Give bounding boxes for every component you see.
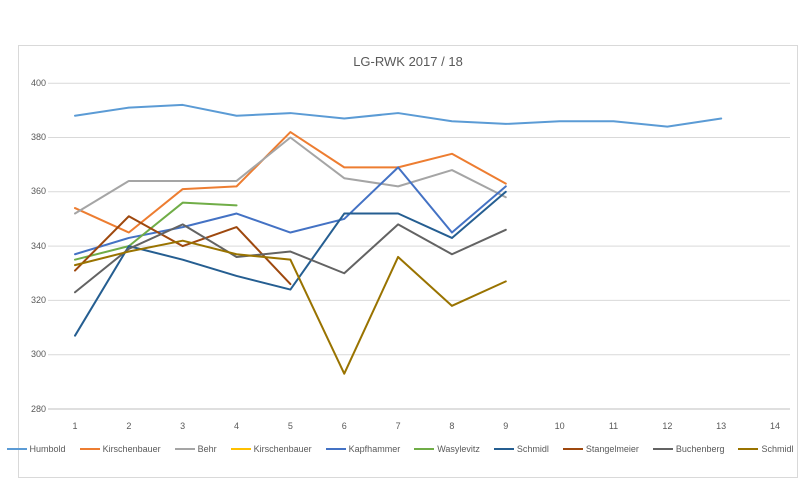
legend-item-1[interactable]: Kirschenbauer [79, 444, 161, 454]
series-line-7 [74, 215, 292, 286]
x-tick-label: 8 [449, 421, 455, 431]
legend-label: Kirschenbauer [102, 444, 161, 454]
legend-item-4[interactable]: Kapfhammer [325, 444, 401, 454]
legend-label: Behr [197, 444, 217, 454]
legend-item-9[interactable]: Schmidl [738, 444, 793, 454]
y-tick-label: 340 [30, 240, 46, 251]
legend-line-swatch [562, 448, 583, 450]
series-line-0 [74, 103, 723, 128]
legend-line-swatch [79, 448, 100, 450]
chart-frame: LG-RWK 2017 / 18 [18, 45, 798, 478]
x-tick-label: 5 [287, 421, 293, 431]
x-tick-label: 7 [395, 421, 401, 431]
gridlines [48, 82, 790, 410]
series-line-6 [74, 190, 507, 337]
legend-line-swatch [174, 448, 195, 450]
legend-item-6[interactable]: Schmidl [493, 444, 549, 454]
legend-item-3[interactable]: Kirschenbauer [230, 444, 312, 454]
legend-line-swatch [652, 448, 673, 450]
legend-label: Humbold [29, 444, 66, 454]
series-line-9 [74, 239, 507, 375]
legend-label: Kapfhammer [348, 444, 401, 454]
legend-item-2[interactable]: Behr [174, 444, 217, 454]
legend-item-5[interactable]: Wasylevitz [414, 444, 480, 454]
y-tick-label: 380 [30, 132, 46, 142]
x-tick-label: 9 [503, 421, 509, 431]
legend-label: Wasylevitz [437, 444, 480, 454]
legend-line-swatch [325, 448, 346, 450]
y-tick-label: 400 [30, 77, 46, 88]
y-tick-label: 360 [30, 186, 46, 197]
legend-label: Kirschenbauer [253, 444, 312, 454]
legend-line-swatch [738, 448, 759, 450]
legend-label: Schmidl [516, 444, 549, 454]
legend-line-swatch [414, 448, 435, 450]
x-tick-label: 4 [234, 421, 240, 431]
x-tick-label: 1 [72, 421, 78, 431]
series-line-2 [74, 136, 507, 215]
x-tick-label: 13 [716, 421, 727, 431]
legend-item-0[interactable]: Humbold [6, 444, 66, 454]
x-tick-label: 14 [770, 421, 781, 431]
x-tick-label: 10 [554, 421, 565, 431]
legend-line-swatch [6, 448, 27, 450]
x-tick-label: 6 [341, 421, 347, 431]
series-line-1 [74, 131, 507, 234]
series-line-5 [74, 201, 238, 261]
legend-item-8[interactable]: Buchenberg [652, 444, 725, 454]
legend-line-swatch [230, 448, 251, 450]
legend-label: Schmidl [761, 444, 794, 454]
series-lines [74, 103, 723, 375]
chart-title: LG-RWK 2017 / 18 [353, 54, 463, 69]
x-tick-label: 3 [180, 421, 186, 431]
legend-label: Buchenberg [675, 444, 725, 454]
x-tick-label: 11 [608, 421, 619, 431]
series-line-8 [74, 223, 507, 294]
x-tick-label: 2 [126, 421, 132, 431]
legend-item-7[interactable]: Stangelmeier [562, 444, 639, 454]
chart-legend: Humbold Kirschenbauer Behr Kirschenbauer Kap… [6, 444, 793, 454]
series-line-4 [74, 166, 507, 256]
legend-label: Stangelmeier [585, 444, 639, 454]
y-tick-label: 320 [30, 294, 46, 305]
y-tick-label: 280 [30, 403, 46, 414]
x-tick-label: 12 [662, 421, 673, 431]
legend-line-swatch [493, 448, 514, 450]
y-tick-label: 300 [30, 349, 46, 360]
